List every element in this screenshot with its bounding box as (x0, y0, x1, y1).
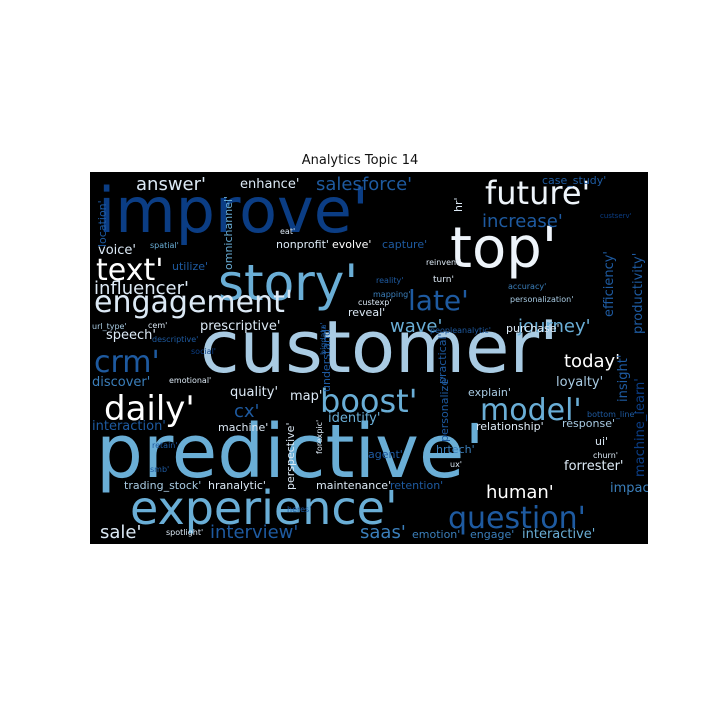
cloud-word: maintenance' (316, 479, 391, 492)
word-cloud-canvas: improve' customer' predictive' top' story' ex… (92, 174, 648, 543)
cloud-word: capture' (382, 238, 427, 251)
cloud-word: sale' (100, 522, 141, 543)
cloud-word: response' (562, 417, 615, 430)
cloud-word: hr' (452, 197, 465, 212)
cloud-word: impact' (610, 481, 648, 496)
cloud-word: story' (218, 254, 358, 312)
cloud-word: mapping' (373, 290, 410, 299)
cloud-word: ui' (595, 435, 608, 448)
cloud-word: increase' (482, 211, 563, 232)
cloud-word: heres' (287, 505, 311, 514)
cloud-word: engage' (470, 528, 514, 541)
cloud-word: insight' (616, 355, 631, 402)
cloud-word: churn' (593, 451, 618, 460)
cloud-word: wave' (390, 316, 442, 337)
cloud-word: interaction' (92, 419, 166, 434)
cloud-word: perspective' (284, 423, 297, 490)
cloud-word: emotional' (169, 376, 211, 385)
cloud-word: prescriptive' (200, 319, 280, 334)
cloud-word: purchase' (506, 322, 560, 335)
cloud-word: identify' (328, 411, 380, 426)
cloud-word: model' (480, 393, 582, 428)
cloud-word: customer' (200, 305, 559, 389)
cloud-word: relationship' (476, 420, 544, 433)
cloud-word: machine' (218, 421, 268, 434)
cloud-word: map' (290, 389, 322, 404)
cloud-word: text' (96, 253, 163, 288)
cloud-word: quality' (230, 385, 278, 400)
cloud-word: journey' (517, 316, 591, 337)
cloud-word: spatial' (150, 241, 179, 250)
cloud-word: nonprofit' (276, 238, 329, 251)
cloud-word: location' (96, 200, 109, 247)
cloud-word: experience' (130, 481, 398, 535)
cloud-word: reveal' (348, 306, 385, 319)
cloud-word: bottom_line' (587, 410, 637, 419)
cloud-word: retention' (390, 479, 443, 492)
cloud-word: hranalytic' (208, 479, 266, 492)
cloud-word: interview' (210, 522, 298, 543)
cloud-word: forexpic' (315, 420, 324, 454)
cloud-word: url_type' (92, 322, 127, 331)
cloud-word: future' (485, 174, 590, 212)
cloud-word: social' (191, 347, 216, 356)
cloud-word: productivity' (631, 253, 646, 334)
cloud-word: utilize' (172, 260, 208, 273)
cloud-word: omnichannel' (222, 196, 235, 270)
cloud-word: top' (450, 216, 557, 281)
cloud-word: case_study' (542, 174, 606, 187)
cloud-word: question' (448, 501, 586, 536)
cloud-word: improve' (98, 174, 369, 247)
cloud-word: understand' (320, 326, 333, 392)
cloud-word: saas' (360, 522, 406, 543)
cloud-word: answer' (136, 174, 206, 195)
cloud-word: trading_stock' (124, 479, 201, 492)
cloud-word: voice' (98, 243, 136, 258)
cloud-word: bigdata' (319, 322, 328, 355)
cloud-word: descriptive' (152, 335, 198, 344)
cloud-word: crm' (94, 345, 160, 380)
cloud-word: daily' (104, 389, 195, 429)
cloud-word: personalize' (438, 376, 451, 442)
cloud-word: explain' (468, 386, 511, 399)
cloud-word: peopleanalytic' (430, 326, 491, 335)
cloud-word: emotion' (412, 528, 460, 541)
cloud-word: efficiency' (602, 251, 617, 317)
cloud-word: reality' (376, 276, 403, 285)
cloud-word: cem' (148, 321, 167, 330)
cloud-word: retain' (152, 441, 178, 450)
cloud-word: machine_learn' (633, 378, 648, 477)
cloud-word: discover' (92, 375, 150, 390)
word-cloud: improve' customer' predictive' top' story' ex… (90, 172, 648, 544)
cloud-word: evolve' (332, 238, 371, 251)
cloud-word: personalization' (510, 295, 573, 304)
cloud-word: speech' (106, 328, 156, 343)
cloud-word: boost' (320, 382, 417, 420)
cloud-word: accuracy' (508, 282, 546, 291)
cloud-word: today' (564, 351, 620, 372)
cloud-word: eat' (280, 227, 295, 236)
cloud-word: enhance' (240, 177, 299, 192)
cloud-word: agent' (368, 448, 403, 461)
cloud-word: salesforce' (316, 174, 412, 195)
cloud-word: influencer' (94, 278, 189, 299)
cloud-word: ux' (450, 460, 462, 469)
cloud-word: loyalty' (556, 375, 603, 390)
cloud-word: engagement' (94, 285, 293, 320)
chart-title: Analytics Topic 14 (301, 153, 419, 168)
cloud-word: forrester' (564, 459, 624, 474)
cloud-word: spotlight' (166, 528, 203, 537)
cloud-word: turn' (433, 275, 454, 285)
cloud-word: reinvent' (426, 258, 461, 267)
cloud-word: cx' (234, 401, 260, 422)
cloud-word: interactive' (522, 527, 595, 542)
cloud-word: predictive' (96, 409, 485, 495)
cloud-word: hrtech' (436, 443, 475, 456)
cloud-word: smb' (150, 465, 169, 474)
cloud-word: custserv' (600, 212, 632, 220)
cloud-word: human' (486, 482, 554, 503)
cloud-word: practical' (436, 333, 449, 384)
cloud-word: custexp' (358, 298, 392, 307)
cloud-word: late' (408, 284, 469, 317)
